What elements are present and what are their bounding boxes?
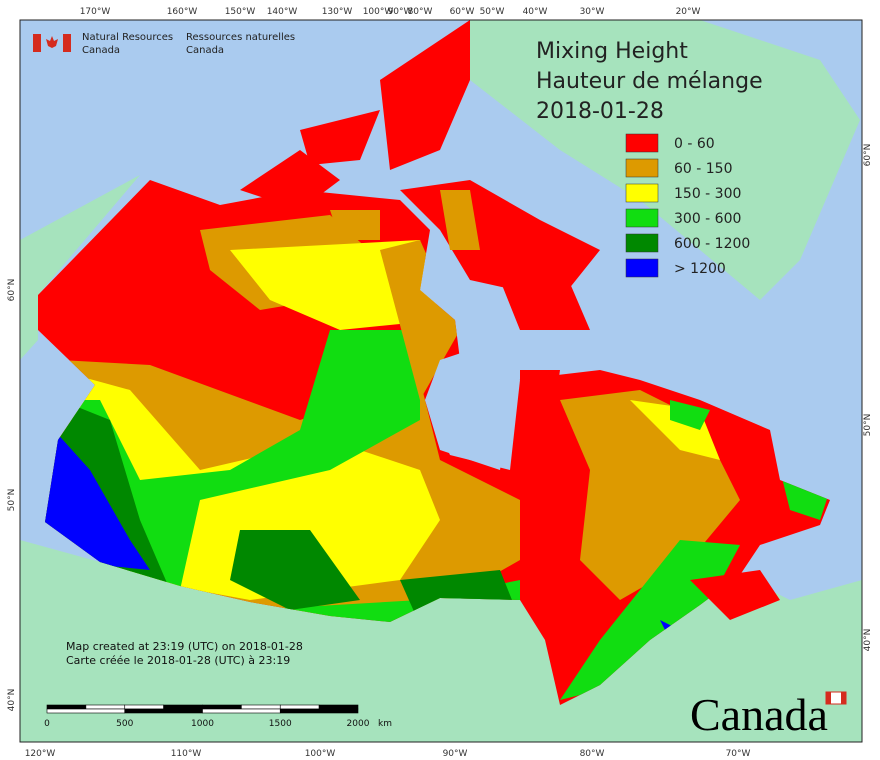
arctic-island [330, 190, 480, 250]
graticule-labels: 170°W 160°W 150°W 140°W 130°W 100°W90°W80°W 60… [7, 7, 873, 759]
lon-label: 140°W [267, 7, 298, 17]
lon-label: 170°W [80, 7, 111, 17]
map-body [20, 20, 862, 742]
legend-label: > 1200 [674, 261, 726, 277]
scale-label: 1500 [269, 719, 292, 729]
scale-segment [46, 708, 126, 714]
lon-label: 160°W [167, 7, 198, 17]
scale-segment [318, 704, 359, 710]
lon-label: 30°W [580, 7, 605, 17]
lon-label: 130°W [322, 7, 353, 17]
usa [20, 540, 862, 742]
lon-label: 100°W [305, 749, 336, 759]
greenland [470, 20, 860, 300]
lon-label: 80°W [408, 7, 433, 17]
legend-swatch [625, 183, 659, 203]
legend-label: 150 - 300 [674, 186, 741, 202]
nrcan-logo: Natural Resources Canada Ressources natu… [33, 32, 295, 56]
title: 2018-01-28 [536, 99, 664, 124]
lon-label: 100°W [363, 7, 394, 17]
org-fr: Ressources naturelles [186, 32, 295, 43]
lat-label: 60°N [7, 279, 17, 302]
lat-label: 40°N [863, 629, 873, 652]
scale-segment [202, 708, 281, 714]
scale-segment [279, 708, 359, 714]
scale-segment [279, 704, 320, 710]
legend-swatch [625, 158, 659, 178]
island [520, 370, 780, 620]
maple-leaf [46, 36, 58, 48]
wordmark-flag [841, 692, 846, 704]
legend-swatch [625, 208, 659, 228]
wordmark: Canada [690, 689, 828, 740]
arctic-island [240, 20, 600, 330]
scale-segment [46, 704, 87, 710]
scale-label: 1000 [191, 719, 214, 729]
credit: Carte créée le 2018-01-28 (UTC) à 23:19 [66, 654, 290, 667]
legend-label: 600 - 1200 [674, 236, 750, 252]
title: Mixing Height [536, 39, 688, 64]
zone [670, 400, 710, 430]
credit: Map created at 23:19 (UTC) on 2018-01-28 [66, 640, 303, 653]
lon-label: 40°W [523, 7, 548, 17]
alaska [20, 175, 140, 360]
scale-segment [202, 704, 242, 710]
lon-label: 50°W [480, 7, 505, 17]
lat-label: 60°N [863, 144, 873, 167]
scale-segment [163, 704, 203, 710]
org-en: Natural Resources [82, 32, 173, 43]
legend-swatch [625, 233, 659, 253]
lon-label: 80°W [580, 749, 605, 759]
zone [70, 330, 520, 625]
scale-label: 0 [44, 719, 50, 729]
legend-swatch [625, 133, 659, 153]
hudson-bay [425, 340, 520, 470]
lat-label: 50°N [863, 414, 873, 437]
lon-label: 60°W [450, 7, 475, 17]
wordmark-flag [826, 692, 831, 704]
org-en: Canada [82, 45, 120, 56]
lon-label: 150°W [225, 7, 256, 17]
scale-segment [85, 704, 126, 710]
lat-label: 40°N [7, 689, 17, 712]
zone [45, 420, 150, 570]
legend: 0 - 60 60 - 150 150 - 300 300 - 600 600 - 12… [625, 133, 750, 278]
scale-segment [124, 704, 164, 710]
lon-label: 90°W [443, 749, 468, 759]
flag-bar [63, 34, 71, 52]
scale-bar: 0 500 1000 1500 2000 km [44, 704, 392, 729]
frame [19, 19, 863, 743]
org-fr: Canada [186, 45, 224, 56]
scale-label: 500 [116, 719, 133, 729]
zone [230, 530, 360, 610]
lon-label: 20°W [676, 7, 701, 17]
scale-unit: km [378, 719, 392, 729]
scale-segment [124, 708, 203, 714]
flag-bar [33, 34, 41, 52]
lon-label: 70°W [726, 749, 751, 759]
scale-segment [241, 704, 281, 710]
lon-label: 120°W [25, 749, 56, 759]
lon-label: 90°W [388, 7, 413, 17]
lon-label: 110°W [171, 749, 202, 759]
title: Hauteur de mélange [536, 69, 763, 94]
scale-label: 2000 [347, 719, 370, 729]
legend-label: 0 - 60 [674, 136, 715, 152]
lat-label: 50°N [7, 489, 17, 512]
legend-label: 300 - 600 [674, 211, 741, 227]
legend-label: 60 - 150 [674, 161, 733, 177]
legend-swatch [625, 258, 659, 278]
